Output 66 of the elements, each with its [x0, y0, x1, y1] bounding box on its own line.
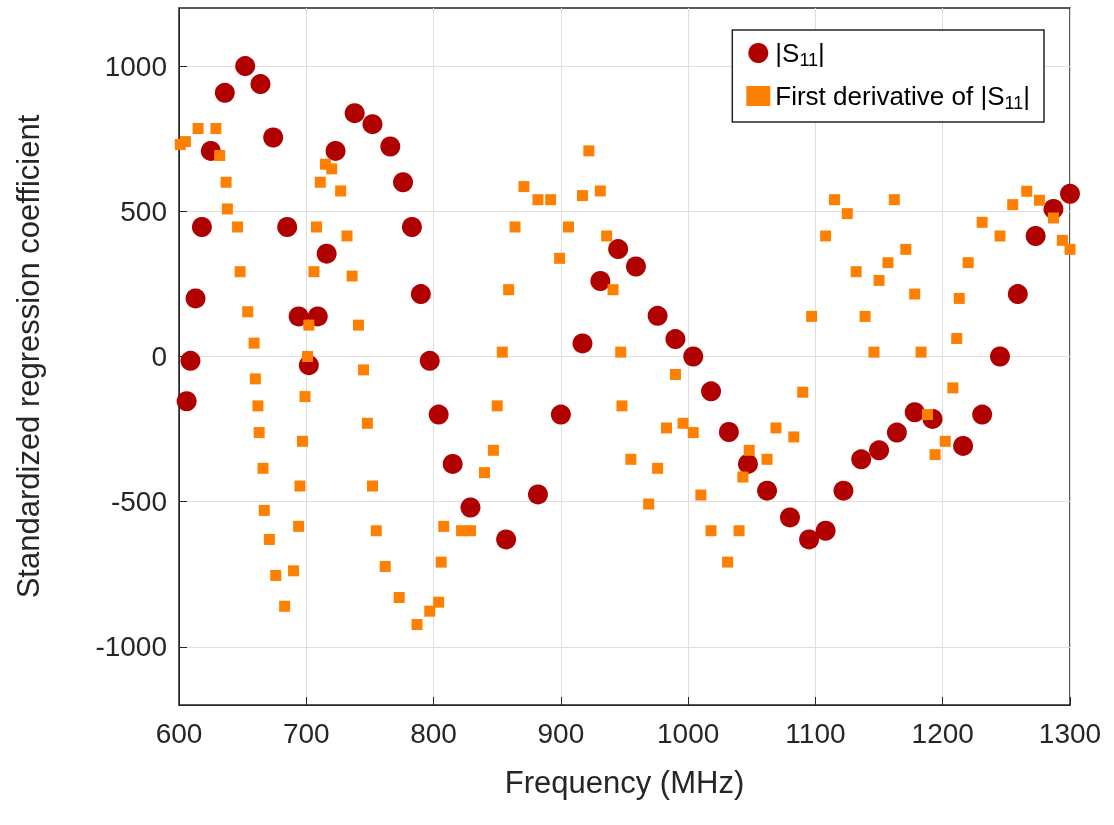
point	[180, 350, 201, 371]
x-tick-label: 1000	[656, 717, 720, 749]
point	[442, 453, 463, 474]
point	[496, 529, 517, 550]
point	[590, 271, 611, 291]
x-tick-label: 600	[155, 717, 203, 749]
point	[263, 127, 284, 148]
point	[316, 243, 337, 264]
x-tick-label: 1200	[911, 717, 974, 749]
point	[990, 346, 1010, 367]
point	[176, 391, 197, 412]
point	[647, 305, 668, 326]
point	[625, 256, 646, 277]
point	[527, 484, 548, 505]
x-tick-label: 1100	[785, 717, 846, 749]
y-axis-title: Standardized regression coefficient	[11, 114, 46, 599]
point	[1060, 183, 1080, 204]
point	[757, 480, 778, 501]
point	[815, 520, 836, 541]
point	[665, 329, 686, 350]
x-tick-label: 700	[282, 717, 330, 749]
point	[1007, 284, 1028, 305]
point	[419, 350, 440, 371]
point	[410, 284, 431, 305]
point	[608, 239, 629, 260]
point	[833, 480, 854, 501]
y-tick-label: 1000	[104, 50, 167, 82]
point	[701, 381, 722, 402]
x-tick-label: 1300	[1038, 717, 1102, 749]
point	[214, 82, 235, 103]
point	[550, 404, 571, 425]
y-tick-label: 500	[120, 195, 167, 227]
x-tick-label: 900	[537, 717, 585, 749]
point	[380, 136, 401, 157]
point	[953, 435, 974, 456]
point	[344, 103, 365, 124]
point	[460, 497, 481, 518]
point	[572, 333, 593, 354]
point	[191, 216, 212, 237]
point	[851, 449, 872, 470]
y-tick-label: -500	[110, 486, 167, 518]
point	[325, 140, 346, 161]
point	[799, 529, 820, 550]
y-tick-label: -1000	[95, 631, 167, 663]
point	[904, 402, 925, 423]
point	[250, 74, 271, 95]
point	[288, 306, 309, 327]
point	[1025, 225, 1046, 246]
point	[428, 404, 449, 425]
point	[683, 346, 704, 367]
point	[185, 288, 206, 309]
point	[869, 440, 890, 461]
y-tick-label: 0	[151, 341, 167, 372]
point	[972, 404, 993, 425]
point	[362, 114, 383, 135]
point	[779, 507, 800, 528]
x-axis-title: Frequency (MHz)	[504, 765, 745, 800]
point	[277, 216, 298, 237]
point	[886, 422, 907, 443]
point	[393, 172, 414, 193]
point	[307, 306, 328, 327]
point	[235, 56, 256, 77]
point	[718, 422, 739, 442]
x-tick-label: 800	[410, 717, 457, 749]
point	[737, 453, 758, 474]
point	[401, 216, 422, 237]
